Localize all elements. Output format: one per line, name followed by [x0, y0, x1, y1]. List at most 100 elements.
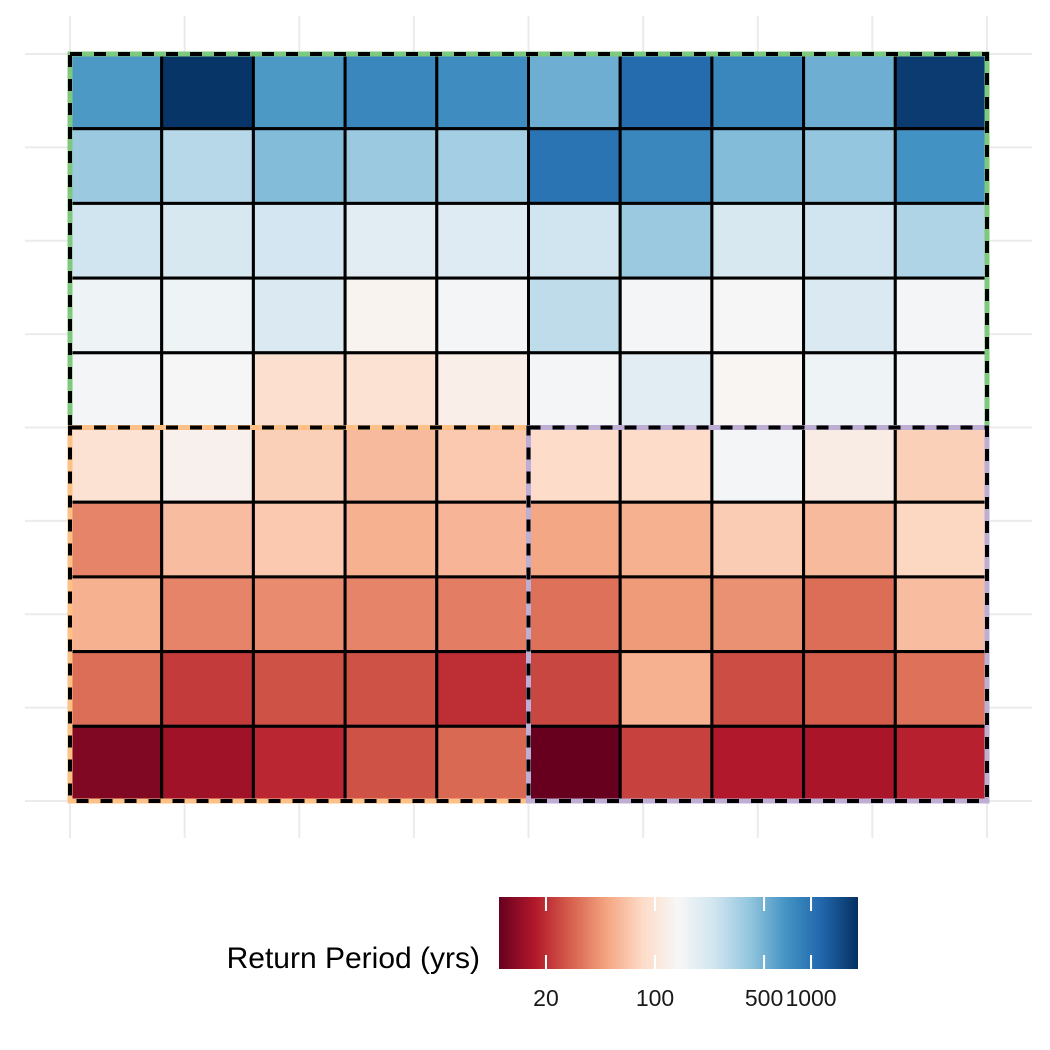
heatmap-cell: [710, 52, 806, 131]
heatmap-cell: [893, 426, 989, 504]
heatmap-cell: [527, 500, 622, 579]
heatmap-cell: [527, 127, 622, 205]
heatmap-cell: [802, 650, 897, 728]
heatmap-cell: [527, 351, 622, 429]
heatmap-cell: [251, 650, 347, 728]
heatmap-cell: [618, 127, 714, 205]
heatmap-cell: [251, 351, 347, 429]
heatmap-cell: [710, 724, 806, 803]
color-legend: Return Period (yrs) 20 100 500 1000: [227, 897, 858, 1011]
heatmap-cell: [435, 52, 530, 131]
heatmap-cell: [160, 650, 255, 728]
heatmap-cell: [435, 351, 530, 429]
heatmap-cell: [343, 276, 439, 355]
heatmap-cell: [68, 351, 164, 429]
heatmap-cell: [160, 201, 255, 280]
heatmap-cell: [435, 201, 530, 280]
heatmap-cell: [618, 500, 714, 579]
heatmap-cell: [160, 575, 255, 654]
heatmap-cell: [893, 52, 989, 131]
legend-ticks: 20 100 500 1000: [533, 897, 837, 1011]
heatmap-cell: [618, 351, 714, 429]
heatmap-cell: [160, 276, 255, 355]
heatmap-cell: [435, 650, 530, 728]
heatmap-cell: [618, 276, 714, 355]
heatmap-cell: [68, 52, 164, 131]
heatmap-cell: [251, 127, 347, 205]
heatmap-cell: [802, 201, 897, 280]
heatmap-cell: [160, 724, 255, 803]
heatmap-cell: [893, 201, 989, 280]
heatmap-cell: [160, 500, 255, 579]
heatmap-cell: [802, 724, 897, 803]
heatmap-cell: [893, 575, 989, 654]
heatmap-cell: [527, 724, 622, 803]
heatmap-cell: [618, 650, 714, 728]
region-border-dash: [68, 52, 989, 430]
heatmap-cell: [710, 426, 806, 504]
heatmap-cell: [160, 127, 255, 205]
heatmap-cell: [710, 201, 806, 280]
heatmap-cell: [251, 276, 347, 355]
heatmap-cell: [527, 276, 622, 355]
heatmap-cell: [435, 276, 530, 355]
heatmap-cell: [435, 127, 530, 205]
heatmap-cell: [710, 650, 806, 728]
heatmap-cell: [343, 201, 439, 280]
heatmap-cell: [251, 575, 347, 654]
heatmap-cell: [343, 650, 439, 728]
heatmap-cell: [435, 500, 530, 579]
heatmap-cell: [68, 650, 164, 728]
heatmap-cell: [251, 724, 347, 803]
heatmap-cell: [160, 351, 255, 429]
heatmap-cell: [68, 201, 164, 280]
heatmap-cell: [618, 201, 714, 280]
legend-tick-label: 20: [533, 985, 559, 1011]
region-border-dash: [68, 425, 531, 803]
heatmap-cell: [710, 575, 806, 654]
heatmap-cell: [251, 52, 347, 131]
heatmap-cell: [68, 127, 164, 205]
heatmap-cell: [893, 276, 989, 355]
heatmap-cell: [343, 52, 439, 131]
heatmap-cell: [527, 52, 622, 131]
heatmap-cell: [68, 426, 164, 504]
heatmap-cell: [893, 650, 989, 728]
heatmap-cell: [251, 500, 347, 579]
heatmap-cell: [618, 426, 714, 504]
heatmap-cell: [527, 201, 622, 280]
heatmap-cell: [802, 127, 897, 205]
legend-tick-label: 500: [745, 985, 783, 1011]
heatmap-cell: [343, 351, 439, 429]
heatmap-cell: [710, 276, 806, 355]
heatmap-cells: [68, 52, 989, 803]
heatmap-cell: [160, 52, 255, 131]
heatmap-cell: [618, 575, 714, 654]
heatmap-cell: [68, 500, 164, 579]
heatmap-cell: [251, 201, 347, 280]
legend-tick-label: 1000: [785, 985, 836, 1011]
region-outline: [526, 425, 990, 804]
heatmap-cell: [618, 52, 714, 131]
heatmap-cell: [802, 351, 897, 429]
legend-colorbar: [499, 897, 858, 969]
heatmap-cell: [343, 500, 439, 579]
heatmap-cell: [710, 127, 806, 205]
heatmap-cell: [893, 127, 989, 205]
heatmap-cell: [527, 650, 622, 728]
heatmap-cell: [893, 351, 989, 429]
heatmap-cell: [251, 426, 347, 504]
heatmap-cell: [893, 724, 989, 803]
heatmap-cell: [802, 276, 897, 355]
heatmap-cell: [802, 52, 897, 131]
heatmap-cell: [435, 724, 530, 803]
heatmap-cell: [618, 724, 714, 803]
legend-title: Return Period (yrs): [227, 942, 480, 975]
heatmap-cell: [68, 276, 164, 355]
heatmap-cell: [343, 575, 439, 654]
heatmap-cell: [893, 500, 989, 579]
heatmap-cell: [343, 127, 439, 205]
region-outlines: [67, 51, 990, 804]
heatmap-cell: [527, 426, 622, 504]
